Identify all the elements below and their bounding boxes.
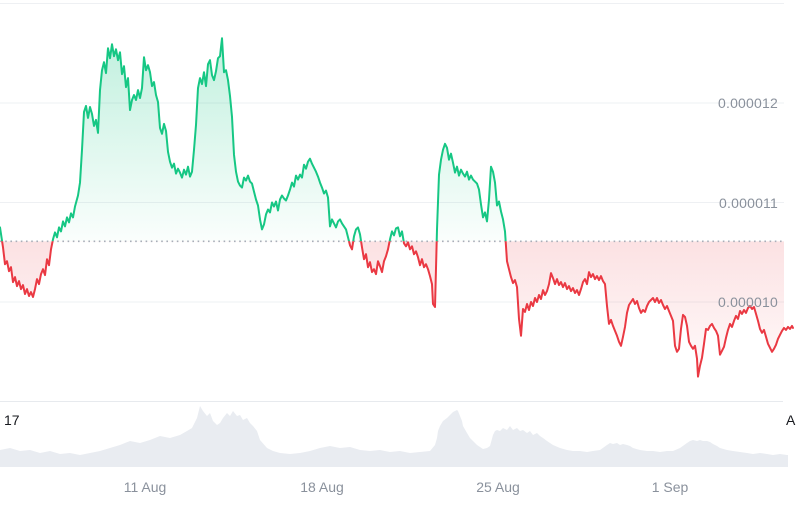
gain-area (0, 38, 506, 242)
price-line-down[interactable] (0, 38, 794, 378)
x-axis-label: 18 Aug (300, 479, 344, 495)
navigator-area[interactable] (0, 406, 788, 467)
x-axis-label: 1 Sep (651, 479, 689, 495)
nav-left-label: 17 (4, 412, 20, 428)
y-axis-label: 0.000012 (718, 95, 778, 111)
y-axis-label: 0.000011 (719, 195, 778, 211)
x-axis-label: 25 Aug (476, 479, 520, 495)
price-line-up[interactable] (0, 37, 793, 376)
y-axis-label: 0.000010 (718, 294, 778, 310)
nav-right-label: A (786, 412, 796, 428)
x-axis-label: 11 Aug (123, 479, 167, 495)
